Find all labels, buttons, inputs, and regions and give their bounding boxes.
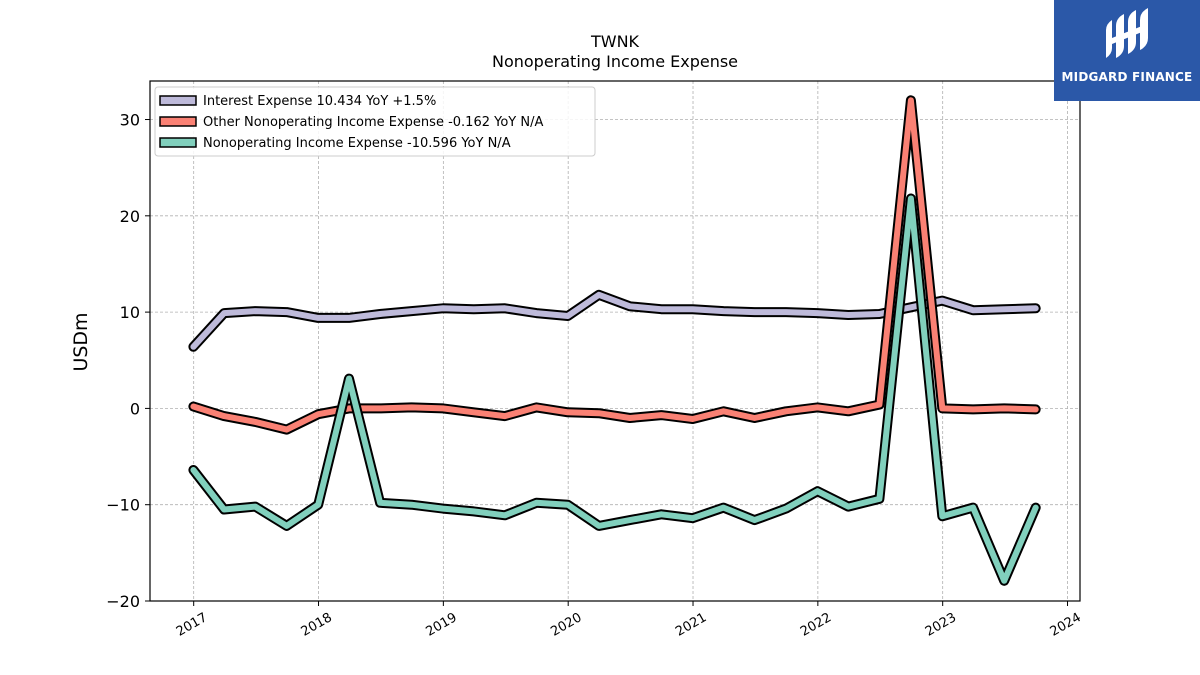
y-tick-label: 30 bbox=[120, 111, 140, 130]
y-axis-label: USDm bbox=[70, 312, 92, 371]
y-tick-label: 20 bbox=[120, 207, 140, 226]
x-tick-label: 2020 bbox=[548, 610, 584, 640]
plot-area-frame bbox=[149, 80, 1081, 602]
y-tick-label: −20 bbox=[106, 592, 140, 611]
legend-swatch bbox=[159, 137, 197, 148]
x-tick-label: 2022 bbox=[798, 610, 834, 640]
brand-logo: MIDGARD FINANCE bbox=[1054, 0, 1200, 101]
legend-label: Nonoperating Income Expense -10.596 YoY … bbox=[203, 136, 511, 151]
y-tick-label: −10 bbox=[106, 496, 140, 515]
x-tick-label: 2024 bbox=[1048, 610, 1084, 640]
legend-label: Other Nonoperating Income Expense -0.162… bbox=[203, 115, 543, 130]
x-tick-label: 2018 bbox=[299, 610, 335, 640]
legend-swatch bbox=[159, 95, 197, 106]
legend-label: Interest Expense 10.434 YoY +1.5% bbox=[203, 94, 436, 109]
series-line-3 bbox=[190, 195, 1039, 584]
logo-mark-icon bbox=[1106, 8, 1148, 58]
x-tick-label: 2019 bbox=[424, 610, 460, 640]
chart-title: TWNK bbox=[590, 32, 640, 51]
legend-swatch bbox=[159, 116, 197, 127]
chart-subtitle: Nonoperating Income Expense bbox=[492, 52, 738, 71]
x-tick-label: 2023 bbox=[923, 610, 959, 640]
legend-box bbox=[154, 86, 596, 157]
y-tick-label: 0 bbox=[130, 399, 140, 418]
x-tick-label: 2021 bbox=[673, 610, 709, 640]
legend: Interest Expense 10.434 YoY +1.5% Other N… bbox=[154, 86, 596, 157]
y-tick-label: 10 bbox=[120, 303, 140, 322]
logo-text: MIDGARD FINANCE bbox=[1061, 70, 1193, 84]
series-line-2 bbox=[190, 97, 1039, 433]
x-tick-label: 2017 bbox=[174, 610, 210, 640]
